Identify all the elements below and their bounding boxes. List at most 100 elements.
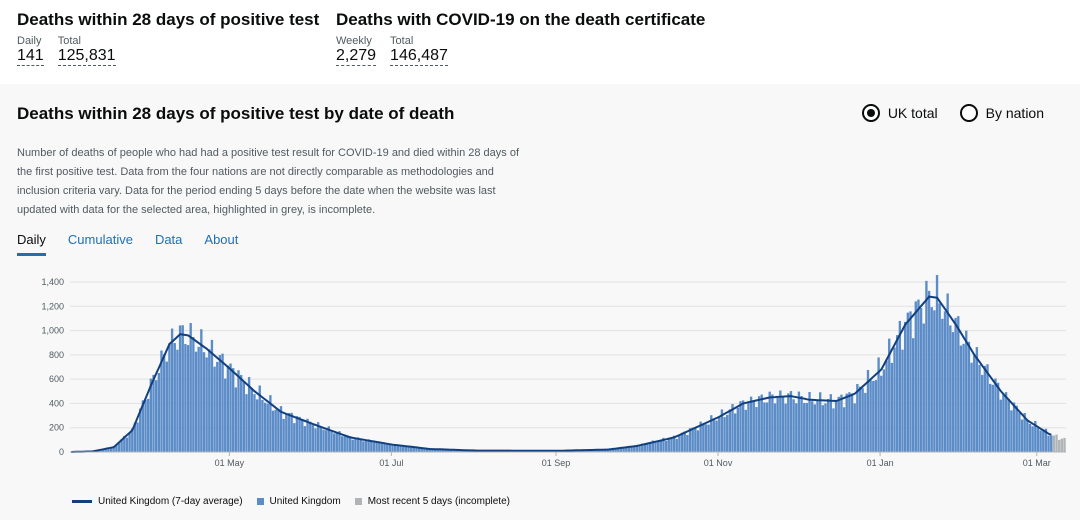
daily-bar (1020, 419, 1024, 452)
chart-description: Number of deaths of people who had had a… (17, 147, 520, 216)
daily-bar (988, 383, 992, 452)
daily-bar (890, 362, 894, 452)
daily-bar (375, 441, 378, 452)
daily-bar (853, 403, 856, 452)
daily-bar (882, 369, 886, 452)
daily-bar (399, 445, 402, 452)
legend-line-swatch (72, 500, 92, 503)
headline-title: Deaths within 28 days of positive test (17, 10, 320, 29)
daily-bar (654, 442, 657, 452)
daily-bar (646, 444, 649, 452)
daily-bar (734, 413, 737, 452)
y-tick-label: 1,400 (41, 277, 64, 287)
chart-card: Deaths within 28 days of positive test b… (0, 84, 1080, 520)
daily-bar (269, 395, 272, 452)
daily-bar (800, 395, 803, 452)
daily-bar (186, 345, 190, 452)
daily-bar (941, 318, 944, 452)
daily-bar (441, 449, 445, 452)
daily-bar (962, 343, 965, 452)
metric-value[interactable]: 141 (17, 47, 44, 66)
daily-bar (425, 448, 429, 452)
daily-bar (667, 438, 670, 452)
daily-bar (1023, 412, 1026, 452)
daily-bar (173, 343, 176, 452)
daily-bar (189, 323, 192, 452)
daily-bar (160, 350, 163, 452)
daily-bar (149, 378, 153, 452)
daily-bar (125, 437, 129, 452)
daily-bar (1034, 421, 1037, 452)
daily-bar (380, 443, 384, 452)
daily-bar (1036, 428, 1040, 452)
daily-bar (356, 437, 360, 452)
daily-bar (378, 441, 381, 452)
daily-bar (877, 357, 880, 452)
chart-tabs: Daily Cumulative Data About (17, 232, 238, 256)
daily-bar (842, 407, 846, 452)
daily-bar (247, 377, 251, 452)
daily-bar (866, 369, 870, 452)
tab-about[interactable]: About (204, 232, 239, 247)
daily-bar (832, 408, 835, 452)
metric-daily: Daily 141 (17, 35, 44, 66)
daily-bar (858, 386, 862, 452)
daily-bar (449, 450, 453, 452)
daily-bar (178, 325, 182, 452)
tab-cumulative[interactable]: Cumulative (67, 232, 133, 247)
tab-daily[interactable]: Daily (17, 232, 46, 256)
daily-bar (324, 430, 328, 452)
daily-bar (601, 449, 604, 452)
daily-bar (619, 447, 623, 452)
metric-value[interactable]: 146,487 (390, 47, 448, 66)
x-tick-label: 01 Jan (867, 458, 894, 468)
daily-bar (348, 436, 352, 452)
radio-label: UK total (887, 105, 938, 121)
daily-bar (1018, 412, 1021, 452)
radio-selected-icon (861, 104, 880, 122)
daily-bar (856, 383, 859, 452)
daily-bar (417, 447, 421, 452)
daily-bar (914, 301, 917, 452)
daily-bar (872, 380, 875, 452)
metric-value[interactable]: 2,279 (336, 47, 377, 66)
daily-bar (128, 432, 131, 452)
metric-caption: Total (390, 35, 414, 47)
daily-bar (991, 384, 994, 452)
daily-bar (370, 441, 373, 452)
daily-bar (194, 351, 198, 452)
daily-bar (279, 406, 283, 452)
daily-bar (680, 432, 684, 452)
daily-bar (757, 396, 761, 452)
legend-label: United Kingdom (269, 496, 341, 507)
daily-bar (317, 422, 320, 452)
daily-bar (925, 280, 928, 452)
daily-bar (1047, 435, 1050, 452)
daily-bar (123, 435, 126, 452)
daily-bar (1042, 431, 1045, 452)
daily-bar (763, 402, 766, 452)
daily-bar (117, 442, 121, 452)
daily-bar (874, 380, 878, 452)
daily-bar (712, 420, 716, 452)
daily-bar (162, 354, 166, 452)
daily-bar (951, 332, 955, 452)
radio-by-nation[interactable]: By nation (959, 104, 1044, 122)
daily-bar (144, 399, 147, 452)
daily-bar (861, 388, 864, 452)
daily-bar (139, 408, 142, 452)
daily-bar (311, 425, 315, 452)
daily-bar (433, 449, 437, 452)
daily-bar (245, 394, 248, 452)
daily-bar (611, 448, 615, 452)
radio-uk-total[interactable]: UK total (861, 104, 938, 122)
daily-bar (319, 426, 323, 452)
tab-data[interactable]: Data (154, 232, 183, 247)
daily-bar (999, 399, 1002, 452)
daily-bar (901, 349, 904, 452)
headline-deaths-certificate: Deaths with COVID-19 on the death certif… (336, 10, 705, 66)
daily-bar (664, 440, 668, 452)
metric-value[interactable]: 125,831 (57, 47, 116, 66)
daily-bar (981, 374, 984, 452)
daily-bar (888, 338, 891, 452)
